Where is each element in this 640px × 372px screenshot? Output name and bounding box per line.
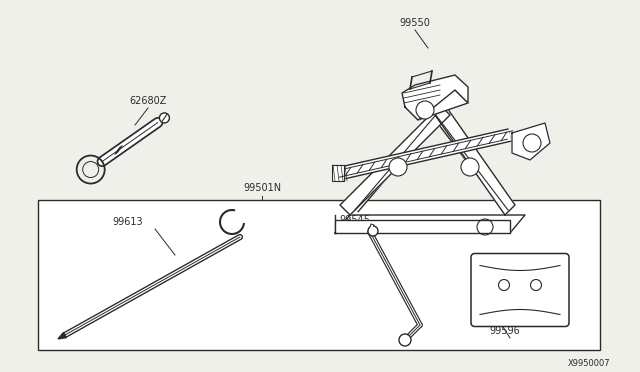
Text: 99596: 99596 [490,326,520,336]
Text: 99550: 99550 [399,18,431,28]
Text: 99501N: 99501N [243,183,281,193]
Polygon shape [512,123,550,160]
Polygon shape [340,105,450,215]
FancyBboxPatch shape [471,253,569,327]
Circle shape [399,334,411,346]
Text: 99545: 99545 [340,215,371,225]
Circle shape [389,158,407,176]
Circle shape [416,101,434,119]
Polygon shape [58,333,67,339]
Polygon shape [405,90,468,120]
Circle shape [159,113,170,123]
Polygon shape [435,105,515,215]
Text: 62680Z: 62680Z [129,96,166,106]
Circle shape [461,158,479,176]
Text: 99613: 99613 [113,217,143,227]
Polygon shape [402,75,468,120]
Polygon shape [335,215,525,233]
Bar [38,200,600,350]
Circle shape [368,226,378,236]
Polygon shape [335,220,510,233]
Text: X9950007: X9950007 [568,359,610,368]
Polygon shape [332,165,344,181]
